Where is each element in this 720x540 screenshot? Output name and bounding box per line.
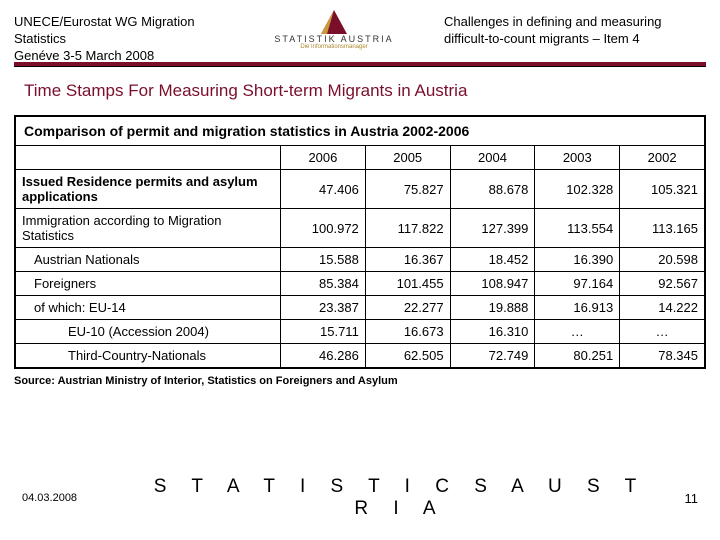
year-col-1: 2005: [365, 146, 450, 170]
table-cell: 72.749: [450, 344, 535, 368]
table-cell: 113.554: [535, 209, 620, 248]
data-table-wrap: Comparison of permit and migration stati…: [14, 115, 706, 369]
header-left-line1: UNECE/Eurostat WG Migration Statistics: [14, 14, 244, 48]
table-cell: 105.321: [620, 170, 705, 209]
table-cell: 101.455: [365, 272, 450, 296]
table-cell: 23.387: [281, 296, 366, 320]
row-label: EU-10 (Accession 2004): [16, 320, 281, 344]
row-label: of which: EU-14: [16, 296, 281, 320]
table-row: Issued Residence permits and asylum appl…: [16, 170, 705, 209]
year-col-2: 2004: [450, 146, 535, 170]
table-header-blank: [16, 146, 281, 170]
footer-date: 04.03.2008: [22, 492, 142, 504]
year-col-4: 2002: [620, 146, 705, 170]
table-cell: 100.972: [281, 209, 366, 248]
table-cell: 16.390: [535, 248, 620, 272]
table-cell: 62.505: [365, 344, 450, 368]
table-cell: 88.678: [450, 170, 535, 209]
table-cell: 15.711: [281, 320, 366, 344]
table-cell: 14.222: [620, 296, 705, 320]
data-table: Comparison of permit and migration stati…: [15, 116, 705, 368]
table-cell: 20.598: [620, 248, 705, 272]
table-cell: 113.165: [620, 209, 705, 248]
table-cell: 97.164: [535, 272, 620, 296]
header-left: UNECE/Eurostat WG Migration Statistics G…: [14, 8, 244, 65]
table-cell: 85.384: [281, 272, 366, 296]
table-cell: 80.251: [535, 344, 620, 368]
slide-footer: 04.03.2008 S T A T I S T I C S A U S T R…: [0, 476, 720, 520]
year-col-0: 2006: [281, 146, 366, 170]
header-right-line2: difficult-to-count migrants – Item 4: [444, 31, 706, 48]
table-cell: 15.588: [281, 248, 366, 272]
table-cell: 102.328: [535, 170, 620, 209]
logo-text: STATISTIK AUSTRIA: [274, 34, 393, 44]
table-row: EU-10 (Accession 2004)15.71116.67316.310…: [16, 320, 705, 344]
table-cell: 92.567: [620, 272, 705, 296]
table-cell: 108.947: [450, 272, 535, 296]
statistik-austria-logo: STATISTIK AUSTRIA Die Informationsmanage…: [274, 8, 393, 50]
logo-subtext: Die Informationsmanager: [300, 44, 367, 50]
row-label: Third-Country-Nationals: [16, 344, 281, 368]
table-cell: 75.827: [365, 170, 450, 209]
table-row: Third-Country-Nationals46.28662.50572.74…: [16, 344, 705, 368]
table-cell: 16.913: [535, 296, 620, 320]
row-label: Immigration according to Migration Stati…: [16, 209, 281, 248]
header-left-line2: Genéve 3-5 March 2008: [14, 48, 244, 65]
source-note: Source: Austrian Ministry of Interior, S…: [0, 369, 720, 387]
table-cell: 127.399: [450, 209, 535, 248]
table-header-row: 2006 2005 2004 2003 2002: [16, 146, 705, 170]
slide-header: UNECE/Eurostat WG Migration Statistics G…: [0, 0, 720, 58]
header-logo-area: STATISTIK AUSTRIA Die Informationsmanage…: [244, 8, 424, 50]
table-cell: 46.286: [281, 344, 366, 368]
table-cell: 22.277: [365, 296, 450, 320]
header-right-line1: Challenges in defining and measuring: [444, 14, 706, 31]
logo-mark-icon: [317, 8, 351, 36]
table-cell: 47.406: [281, 170, 366, 209]
header-right: Challenges in defining and measuring dif…: [424, 8, 706, 48]
header-divider-thin: [14, 66, 706, 67]
table-row: Foreigners85.384101.455108.94797.16492.5…: [16, 272, 705, 296]
row-label: Austrian Nationals: [16, 248, 281, 272]
table-cell: 18.452: [450, 248, 535, 272]
table-cell: …: [620, 320, 705, 344]
table-cell: 16.310: [450, 320, 535, 344]
table-cell: 16.367: [365, 248, 450, 272]
slide-title: Time Stamps For Measuring Short-term Mig…: [0, 77, 720, 115]
table-cell: 16.673: [365, 320, 450, 344]
row-label: Foreigners: [16, 272, 281, 296]
year-col-3: 2003: [535, 146, 620, 170]
table-cell: 117.822: [365, 209, 450, 248]
table-cell: …: [535, 320, 620, 344]
table-caption: Comparison of permit and migration stati…: [16, 117, 705, 146]
table-cell: 19.888: [450, 296, 535, 320]
table-row: Austrian Nationals15.58816.36718.45216.3…: [16, 248, 705, 272]
table-cell: 78.345: [620, 344, 705, 368]
row-label: Issued Residence permits and asylum appl…: [16, 170, 281, 209]
table-row: of which: EU-1423.38722.27719.88816.9131…: [16, 296, 705, 320]
footer-page-number: 11: [658, 491, 698, 506]
footer-brand: S T A T I S T I C S A U S T R I A: [142, 476, 658, 520]
table-row: Immigration according to Migration Stati…: [16, 209, 705, 248]
